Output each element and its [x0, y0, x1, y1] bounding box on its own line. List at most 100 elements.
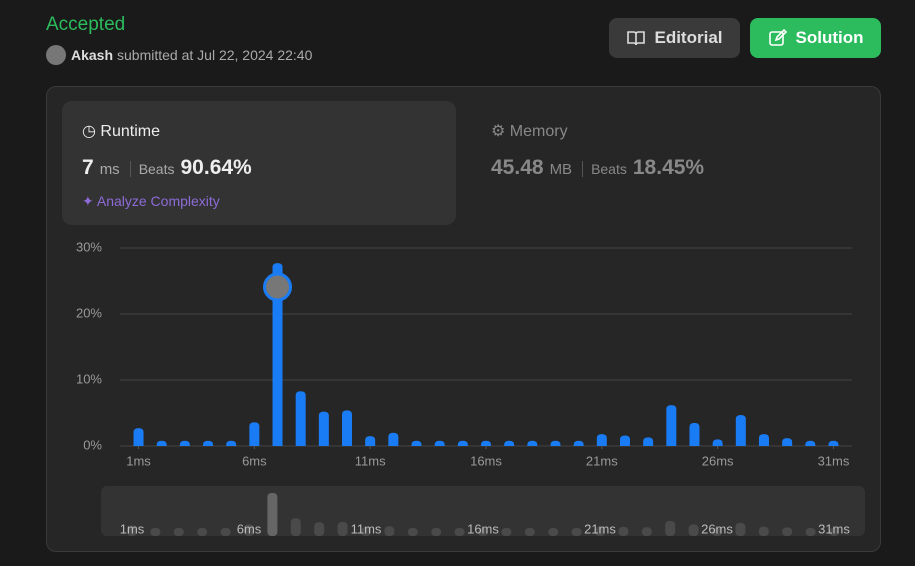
x-tick-label: 16ms [470, 453, 502, 468]
bar [434, 440, 445, 446]
x-tick-label: 6ms [242, 453, 267, 468]
y-tick-label: 30% [76, 239, 102, 254]
overview-tick-label: 26ms [701, 521, 733, 536]
overview-bar [782, 527, 793, 536]
overview-bar [641, 527, 652, 536]
analyze-label: Analyze Complexity [96, 193, 220, 209]
memory-value: 45.48 [491, 156, 544, 179]
bar [226, 440, 237, 446]
overview-tick-label: 21ms [584, 521, 616, 536]
bar [156, 440, 167, 446]
memory-unit: MB [549, 161, 573, 178]
runtime-label: Runtime [100, 123, 160, 140]
overview-bar [665, 520, 676, 536]
bar [365, 436, 376, 446]
bar [689, 422, 700, 446]
overview-bar [478, 527, 488, 536]
overview-bar [314, 522, 325, 536]
overview-bar [735, 522, 746, 536]
bar [133, 428, 144, 446]
overview-bar [361, 527, 371, 536]
overview-bar [407, 527, 418, 536]
overview-bar [524, 527, 535, 536]
bar [457, 440, 468, 446]
bar [550, 440, 561, 446]
solution-label: Solution [795, 28, 864, 47]
bar [318, 411, 329, 446]
y-tick-label: 20% [76, 305, 102, 320]
y-tick-label: 0% [83, 437, 102, 452]
beats-label: Beats [129, 161, 175, 177]
overview-bar [688, 524, 699, 536]
editorial-label: Editorial [654, 28, 723, 47]
overview-bar [173, 527, 184, 536]
overview-bar [150, 527, 161, 536]
bar [619, 435, 630, 446]
overview-bar [337, 521, 348, 536]
runtime-value: 7 [82, 156, 94, 179]
overview-tick-label: 11ms [351, 521, 382, 536]
status: Accepted [46, 14, 126, 35]
memory-beats-label: Beats [582, 161, 627, 177]
avatar [46, 45, 66, 65]
overview-bar [267, 492, 278, 536]
overview-bar [290, 518, 301, 536]
bar [388, 432, 399, 446]
book-icon [627, 31, 646, 46]
overview-tick-label: 16ms [467, 521, 499, 536]
overview-bar [197, 527, 208, 536]
x-tick-label: 1ms [126, 453, 151, 468]
bar [735, 414, 746, 446]
overview-bar [244, 524, 254, 536]
bar [411, 440, 422, 446]
overview-bar [548, 527, 559, 536]
solution-button[interactable]: Solution [750, 18, 881, 58]
overview-bar [712, 527, 722, 536]
bar [527, 440, 538, 446]
my-submission-marker [263, 272, 293, 302]
runtime-card[interactable] [62, 101, 456, 225]
editorial-button[interactable]: Editorial [609, 18, 740, 58]
bar [758, 434, 769, 446]
overview-bar [127, 525, 137, 536]
beats-value: 90.64% [180, 156, 252, 179]
overview-tick-label: 31ms [818, 521, 850, 536]
memory-beats: 18.45% [632, 156, 705, 179]
overview-bar [618, 526, 629, 536]
analyze-complexity[interactable]: ✦ Analyze Complexity [82, 193, 220, 209]
bar [666, 405, 677, 446]
overview-tick-label: 1ms [120, 521, 145, 536]
overview-bar [384, 526, 395, 536]
y-tick-label: 10% [76, 371, 102, 386]
user-name[interactable]: Akash [71, 47, 114, 63]
memory-label: Memory [509, 123, 568, 140]
bar [203, 440, 214, 446]
overview-tick-label: 6ms [237, 521, 262, 536]
memory-title[interactable]: ⚙ Memory [491, 123, 568, 140]
bar [179, 440, 190, 446]
x-tick-label: 11ms [355, 453, 386, 468]
bar [249, 422, 260, 446]
overview-bar [501, 527, 512, 536]
overview-bar [431, 527, 442, 536]
bar [828, 440, 839, 446]
bar [573, 440, 584, 446]
runtime-stats: 7 ms Beats 90.64% [82, 156, 252, 180]
memory-stats: 45.48 MB Beats 18.45% [491, 156, 704, 180]
bar [342, 410, 353, 446]
bar [272, 263, 283, 446]
overview-bar [220, 527, 231, 536]
overview-bar [454, 527, 465, 536]
bar [782, 438, 793, 446]
x-tick-label: 26ms [702, 453, 734, 468]
bar [643, 437, 654, 446]
bar [481, 440, 491, 446]
overview-bar [571, 527, 582, 536]
submitted-at: submitted at Jul 22, 2024 22:40 [117, 47, 313, 63]
x-tick-label: 21ms [586, 453, 618, 468]
x-tick-label: 31ms [818, 453, 850, 468]
bar [712, 439, 723, 446]
bar [295, 391, 306, 446]
